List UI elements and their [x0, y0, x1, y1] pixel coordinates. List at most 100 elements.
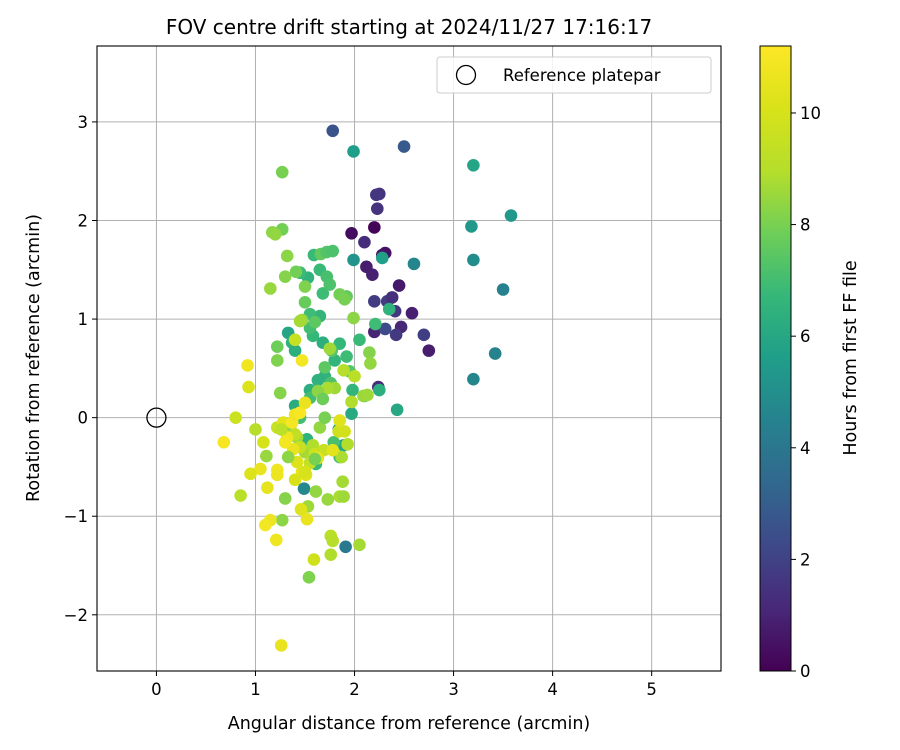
y-tick-label: 0 — [78, 409, 89, 428]
scatter-point — [295, 354, 309, 367]
scatter-point — [288, 333, 302, 347]
scatter-point — [298, 280, 312, 293]
scatter-point — [337, 490, 350, 503]
scatter-point — [293, 314, 307, 328]
scatter-point — [417, 328, 431, 342]
scatter-point — [274, 639, 288, 652]
scatter-point — [308, 452, 322, 466]
scatter-point — [335, 450, 348, 464]
scatter-point — [261, 481, 274, 494]
scatter-point — [338, 293, 351, 306]
x-tick-label: 2 — [349, 680, 360, 699]
reference-platepar-point — [146, 407, 167, 428]
scatter-point — [347, 145, 360, 158]
scatter-point — [302, 571, 316, 584]
scatter-point — [370, 188, 383, 202]
scatter-point — [341, 437, 354, 451]
scatter-point — [280, 249, 294, 263]
scatter-point — [407, 257, 421, 271]
scatter-point — [270, 354, 284, 367]
scatter-point — [336, 475, 349, 489]
scatter-point — [348, 369, 361, 383]
scatter-point — [244, 467, 257, 481]
scatter-point — [273, 386, 287, 400]
scatter-point — [316, 287, 330, 300]
scatter-point — [294, 503, 308, 516]
plot-frame — [96, 45, 722, 672]
scatter-point — [217, 435, 231, 449]
x-tick-label: 4 — [547, 680, 558, 699]
scatter-point — [281, 450, 295, 464]
scatter-point — [392, 279, 406, 292]
scatter-point — [346, 383, 359, 397]
scatter-point — [278, 492, 292, 505]
scatter-point — [270, 340, 284, 353]
scatter-point — [308, 315, 322, 329]
chart-title: FOV centre drift starting at 2024/11/27 … — [166, 15, 652, 39]
scatter-point — [318, 411, 332, 424]
scatter-point — [278, 270, 292, 283]
scatter-point — [242, 380, 255, 394]
y-axis-label: Rotation from reference (arcmin) — [24, 214, 44, 502]
scatter-point — [241, 359, 254, 372]
scatter-point — [288, 344, 302, 357]
colorbar-tick-label: 6 — [800, 327, 811, 346]
y-tick-label: −1 — [64, 507, 88, 526]
scatter-point — [397, 140, 411, 153]
scatter-point — [311, 373, 325, 387]
scatter-point — [345, 407, 358, 421]
scatter-point — [321, 493, 335, 506]
scatter-point — [297, 482, 311, 495]
scatter-point — [364, 357, 377, 370]
scatter-point — [326, 244, 340, 258]
colorbar-tick-label: 0 — [800, 662, 811, 681]
scatter-point — [326, 443, 340, 457]
scatter-point — [229, 411, 242, 424]
scatter-points — [217, 124, 518, 652]
scatter-point — [313, 421, 327, 434]
scatter-point — [270, 468, 284, 482]
scatter-point — [369, 317, 382, 331]
scatter-point — [269, 533, 283, 547]
scatter-point — [254, 462, 267, 476]
x-tick-label: 0 — [151, 680, 162, 699]
colorbar: 0 2 4 6 8 10 Hours from first FF file — [759, 45, 861, 681]
scatter-point — [347, 311, 360, 325]
scatter-point — [275, 165, 289, 179]
x-axis-label: Angular distance from reference (arcmin) — [228, 714, 591, 734]
colorbar-tick-label: 2 — [800, 550, 811, 569]
scatter-point — [363, 346, 376, 359]
scatter-point — [405, 306, 419, 320]
scatter-point — [378, 322, 392, 336]
scatter-point — [333, 414, 346, 427]
scatter-point — [309, 485, 323, 498]
legend: Reference platepar — [436, 56, 712, 94]
scatter-point — [288, 473, 302, 487]
scatter-point — [264, 282, 277, 295]
scatter-point — [307, 553, 321, 566]
scatter-point — [385, 291, 399, 304]
scatter-point — [368, 221, 381, 234]
legend-frame — [436, 56, 712, 94]
scatter-point — [339, 540, 352, 554]
scatter-point — [345, 227, 358, 240]
scatter-point — [390, 403, 404, 417]
scatter-point — [260, 449, 273, 463]
scatter-point — [323, 342, 337, 355]
plot-area: 0 1 2 3 4 5 −2 −1 0 1 2 3 — [64, 45, 722, 699]
colorbar-tick-label: 8 — [800, 216, 811, 235]
x-tick-label: 3 — [448, 680, 459, 699]
scatter-point — [326, 124, 340, 138]
scatter-point — [274, 423, 288, 436]
scatter-point — [340, 350, 353, 363]
scatter-point — [382, 302, 396, 316]
scatter-point — [358, 235, 371, 249]
scatter-point — [366, 268, 379, 282]
scatter-point — [338, 425, 351, 438]
colorbar-tick-label: 4 — [800, 439, 811, 458]
y-tick-label: 2 — [78, 211, 89, 230]
colorbar-tick-label: 10 — [800, 104, 821, 123]
scatter-point — [337, 364, 350, 377]
plot-background — [97, 46, 721, 671]
